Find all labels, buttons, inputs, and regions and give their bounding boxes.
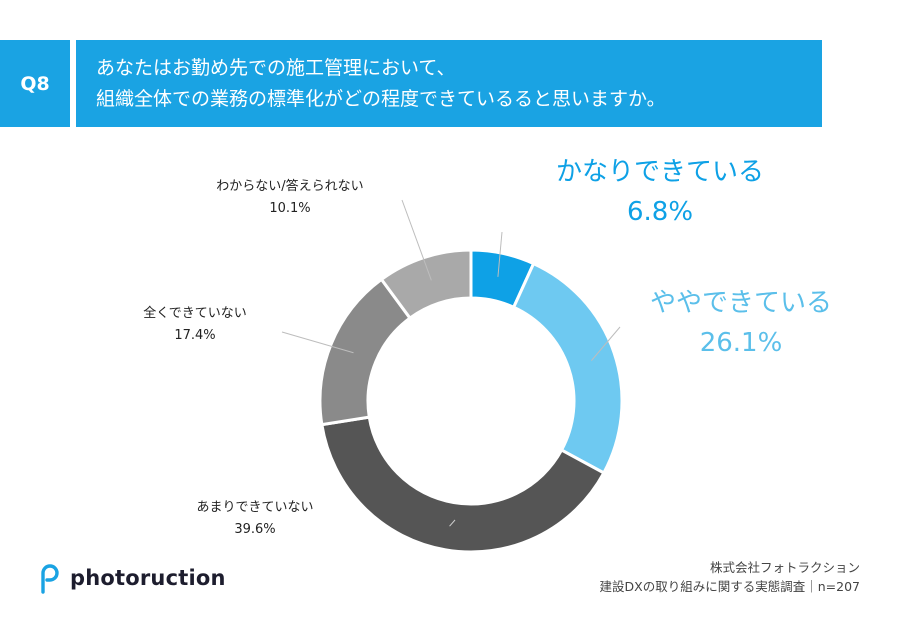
label-kanari: かなりできている 6.8%: [530, 152, 790, 232]
label-mattaku: 全くできていない 17.4%: [110, 303, 280, 347]
slice-yaya: [511, 261, 624, 475]
label-amari-value: 39.6%: [234, 522, 276, 537]
leader-line-mattaku: [281, 331, 354, 354]
label-yaya-name: ややできている: [649, 288, 832, 318]
credit-survey: 建設DXの取り組みに関する実態調査｜n=207: [599, 579, 860, 594]
question-line-2: 組織全体での業務の標準化がどの程度できているると思いますか。: [96, 88, 666, 110]
slice-amari: [320, 415, 606, 554]
leader-line-kanari: [497, 231, 503, 277]
logo-wordmark: photoruction: [70, 566, 226, 590]
label-wakaranai: わからない/答えられない 10.1%: [180, 176, 400, 220]
question-line-1: あなたはお勤め先での施工管理において、: [96, 57, 456, 79]
question-number: Q8: [0, 40, 70, 127]
question-title: あなたはお勤め先での施工管理において、 組織全体での業務の標準化がどの程度できて…: [76, 40, 822, 127]
photoruction-logo: photoruction: [36, 561, 226, 595]
label-amari: あまりできていない 39.6%: [160, 497, 350, 541]
slice-wakaranai: [379, 248, 473, 321]
label-wakaranai-value: 10.1%: [269, 201, 311, 216]
leader-line-yaya: [591, 326, 621, 361]
label-yaya: ややできている 26.1%: [622, 283, 860, 363]
leader-line-wakaranai: [401, 199, 432, 281]
label-yaya-value: 26.1%: [699, 328, 783, 358]
photoruction-p-logo-icon: [41, 564, 59, 594]
leader-line-amari: [449, 519, 456, 527]
credit-company: 株式会社フォトラクション: [709, 560, 860, 575]
label-kanari-value: 6.8%: [626, 197, 694, 227]
credit-block: 株式会社フォトラクション 建設DXの取り組みに関する実態調査｜n=207: [600, 558, 860, 596]
label-mattaku-name: 全くできていない: [143, 306, 247, 321]
label-kanari-name: かなりできている: [555, 157, 764, 187]
label-amari-name: あまりできていない: [196, 500, 314, 515]
label-mattaku-value: 17.4%: [174, 328, 216, 343]
label-wakaranai-name: わからない/答えられない: [216, 179, 364, 194]
